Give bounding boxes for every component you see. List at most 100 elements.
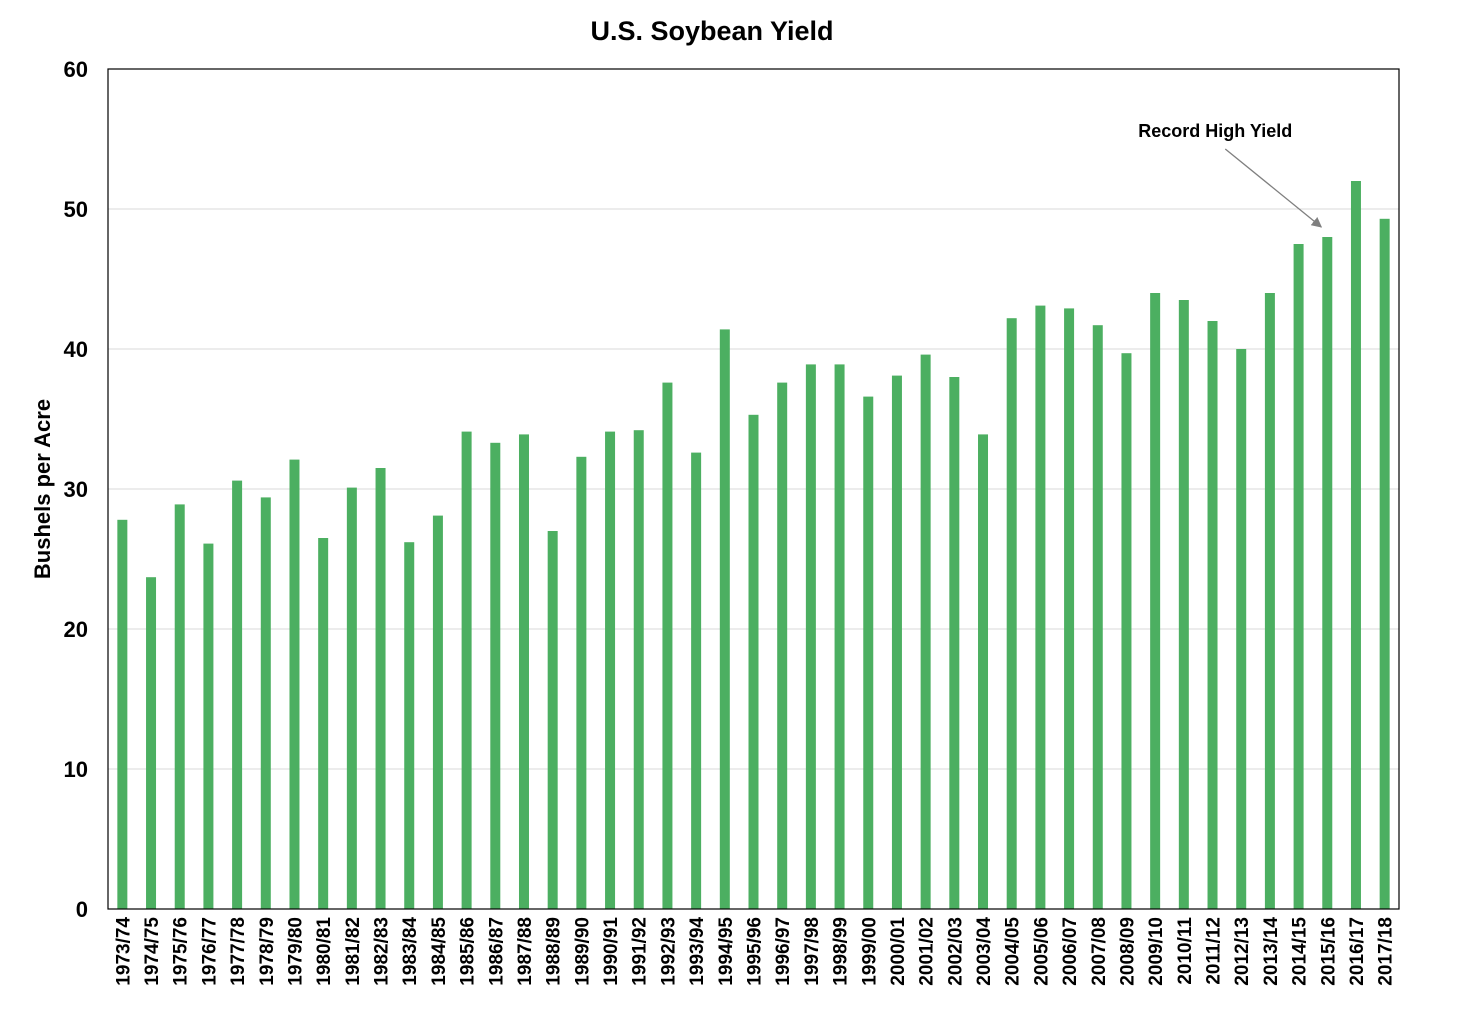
bar xyxy=(1293,244,1304,909)
bar xyxy=(605,431,616,909)
bar xyxy=(461,431,472,909)
bar xyxy=(1264,293,1275,909)
bar xyxy=(203,543,214,909)
x-tick-label: 2000/01 xyxy=(888,917,909,986)
bar xyxy=(289,459,300,909)
x-tick-label: 1993/94 xyxy=(687,917,708,986)
x-tick-label: 2011/12 xyxy=(1204,917,1225,985)
x-tick-label: 2014/15 xyxy=(1290,917,1311,986)
bar xyxy=(375,468,386,909)
bar xyxy=(318,538,329,909)
bar xyxy=(1150,293,1161,909)
x-tick-label: 2015/16 xyxy=(1318,917,1339,986)
bar xyxy=(1006,318,1017,909)
x-tick-label: 2009/10 xyxy=(1146,917,1167,986)
x-axis-ticks: 1973/74 1974/75 1975/76 1976/77 1977/78 1978/… xyxy=(113,917,1396,986)
bar xyxy=(949,377,960,909)
bar xyxy=(662,382,673,910)
x-tick-label: 2008/09 xyxy=(1117,917,1138,986)
chart-title: U.S. Soybean Yield xyxy=(590,16,833,46)
bar xyxy=(1035,305,1046,910)
bar xyxy=(891,375,902,910)
annotations: Record High Yield xyxy=(1138,121,1323,228)
x-tick-label: 1980/81 xyxy=(314,917,335,986)
bar xyxy=(805,364,816,909)
bar xyxy=(576,456,587,909)
x-tick-label: 1987/88 xyxy=(515,917,536,986)
x-tick-label: 1984/85 xyxy=(429,917,450,986)
x-tick-label: 1978/79 xyxy=(257,917,278,986)
x-tick-label: 1983/84 xyxy=(400,917,421,986)
bar xyxy=(117,519,128,909)
bar xyxy=(691,452,702,909)
bar xyxy=(1121,353,1132,909)
y-tick-label: 0 xyxy=(76,897,88,922)
bar xyxy=(719,329,730,909)
plot-frame xyxy=(107,68,1400,910)
y-tick-label: 10 xyxy=(64,757,88,782)
x-tick-label: 1991/92 xyxy=(630,917,651,986)
bar xyxy=(260,497,271,909)
x-tick-label: 2001/02 xyxy=(917,917,938,986)
bar xyxy=(863,396,874,910)
x-tick-label: 2002/03 xyxy=(945,917,966,986)
bar xyxy=(346,487,357,909)
x-tick-label: 1975/76 xyxy=(171,917,192,986)
x-tick-label: 1982/83 xyxy=(372,917,393,986)
bar xyxy=(1322,237,1333,909)
x-tick-label: 1981/82 xyxy=(343,917,364,986)
x-tick-label: 2017/18 xyxy=(1376,917,1397,986)
bar xyxy=(1207,321,1218,909)
bar xyxy=(432,515,443,909)
bar xyxy=(1092,325,1103,909)
x-tick-label: 1999/00 xyxy=(859,917,880,986)
y-tick-label: 60 xyxy=(64,57,88,82)
x-tick-label: 1996/97 xyxy=(773,917,794,986)
x-tick-label: 2016/17 xyxy=(1347,917,1368,986)
bar xyxy=(1178,300,1189,909)
bar xyxy=(920,354,931,910)
bar xyxy=(518,434,529,909)
bar xyxy=(834,364,845,909)
x-tick-label: 2012/13 xyxy=(1232,917,1253,986)
x-tick-label: 1988/89 xyxy=(544,917,565,986)
y-tick-label: 40 xyxy=(64,337,88,362)
x-tick-label: 1973/74 xyxy=(113,917,134,986)
bar xyxy=(404,542,415,909)
x-tick-label: 1986/87 xyxy=(486,917,507,986)
annotation-arrow xyxy=(1224,148,1323,228)
bar xyxy=(1350,181,1361,909)
bar xyxy=(490,442,501,909)
bar xyxy=(748,414,759,909)
bar xyxy=(1379,218,1390,910)
x-tick-label: 1990/91 xyxy=(601,917,622,986)
bar xyxy=(777,382,788,910)
bar xyxy=(174,504,185,909)
bar xyxy=(978,434,989,909)
x-tick-label: 1994/95 xyxy=(716,917,737,986)
x-tick-label: 1976/77 xyxy=(199,917,220,986)
bar xyxy=(547,531,558,909)
bar xyxy=(1236,349,1247,909)
x-tick-label: 1997/98 xyxy=(802,917,823,986)
bars xyxy=(117,181,1390,910)
y-tick-label: 50 xyxy=(64,197,88,222)
x-tick-label: 1998/99 xyxy=(831,917,852,986)
x-tick-label: 1989/90 xyxy=(572,917,593,986)
y-axis-ticks: 0 10 20 30 40 50 60 xyxy=(64,57,88,922)
x-tick-label: 2007/08 xyxy=(1089,917,1110,986)
bar xyxy=(633,430,644,909)
y-tick-label: 30 xyxy=(64,477,88,502)
annotation-label: Record High Yield xyxy=(1138,121,1292,141)
x-tick-label: 1995/96 xyxy=(745,917,766,986)
y-tick-label: 20 xyxy=(64,617,88,642)
bar xyxy=(146,577,157,909)
x-tick-label: 1974/75 xyxy=(142,917,163,986)
x-tick-label: 2010/11 xyxy=(1175,917,1196,985)
x-tick-label: 2004/05 xyxy=(1003,917,1024,986)
x-tick-label: 1977/78 xyxy=(228,917,249,986)
x-tick-label: 2003/04 xyxy=(974,917,995,986)
x-tick-label: 2005/06 xyxy=(1031,917,1052,986)
x-tick-label: 2006/07 xyxy=(1060,917,1081,986)
